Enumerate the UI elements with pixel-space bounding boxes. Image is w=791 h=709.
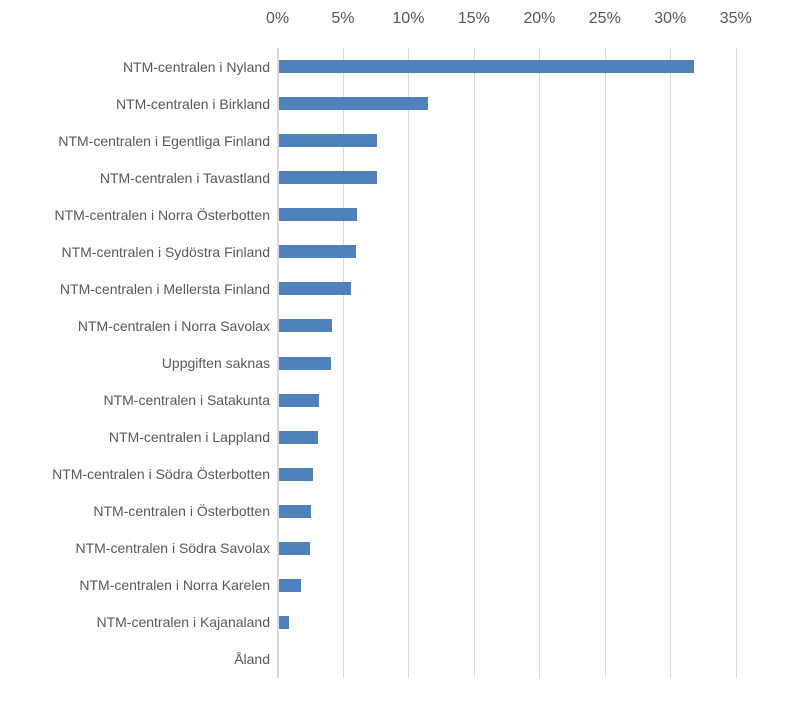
gridline (735, 48, 737, 678)
category-label: NTM-centralen i Norra Österbotten (54, 206, 270, 223)
bar (278, 245, 356, 259)
category-label: NTM-centralen i Birkland (115, 95, 270, 112)
x-axis-tick-label: 25% (588, 10, 621, 27)
bar (278, 467, 313, 481)
category-label: Åland (234, 651, 270, 668)
gridline (408, 48, 410, 678)
bar (278, 208, 358, 222)
gridline (473, 48, 475, 678)
category-label: NTM-centralen i Satakunta (103, 392, 270, 409)
gridline (670, 48, 672, 678)
gridline (539, 48, 541, 678)
bar (278, 504, 312, 518)
category-label: NTM-centralen i Södra Österbotten (52, 466, 270, 483)
category-label: NTM-centralen i Norra Savolax (77, 317, 270, 334)
x-axis-tick-label: 35% (719, 10, 752, 27)
category-label: NTM-centralen i Norra Karelen (79, 577, 270, 594)
category-label: NTM-centralen i Österbotten (93, 503, 270, 520)
bar (278, 578, 301, 592)
bar (278, 134, 377, 148)
bar (278, 393, 320, 407)
x-axis-tick-label: 15% (457, 10, 490, 27)
category-label: NTM-centralen i Mellersta Finland (59, 280, 270, 297)
x-axis-tick-label: 10% (392, 10, 425, 27)
category-label: NTM-centralen i Sydöstra Finland (61, 243, 270, 260)
x-axis-tick-label: 5% (331, 10, 355, 27)
bar (278, 356, 331, 370)
category-label: NTM-centralen i Södra Savolax (75, 540, 270, 557)
category-label: NTM-centralen i Egentliga Finland (58, 132, 270, 149)
bar (278, 60, 694, 74)
category-label: NTM-centralen i Tavastland (99, 169, 270, 186)
bar (278, 430, 318, 444)
x-axis-tick-label: 0% (265, 10, 290, 27)
bar (278, 171, 377, 185)
category-label: Uppgiften saknas (161, 354, 270, 371)
gridline (604, 48, 606, 678)
y-axis-line (276, 48, 279, 678)
bar (278, 615, 289, 629)
bar (278, 319, 333, 333)
bar (278, 541, 310, 555)
category-label: NTM-centralen i Kajanaland (96, 614, 270, 631)
bar (278, 282, 351, 296)
category-label: NTM-centralen i Nyland (122, 58, 270, 75)
gridline (342, 48, 344, 678)
x-axis-tick-label: 30% (654, 10, 687, 27)
x-axis-tick-label: 20% (523, 10, 556, 27)
category-label: NTM-centralen i Lappland (108, 429, 270, 446)
bar (278, 97, 428, 111)
